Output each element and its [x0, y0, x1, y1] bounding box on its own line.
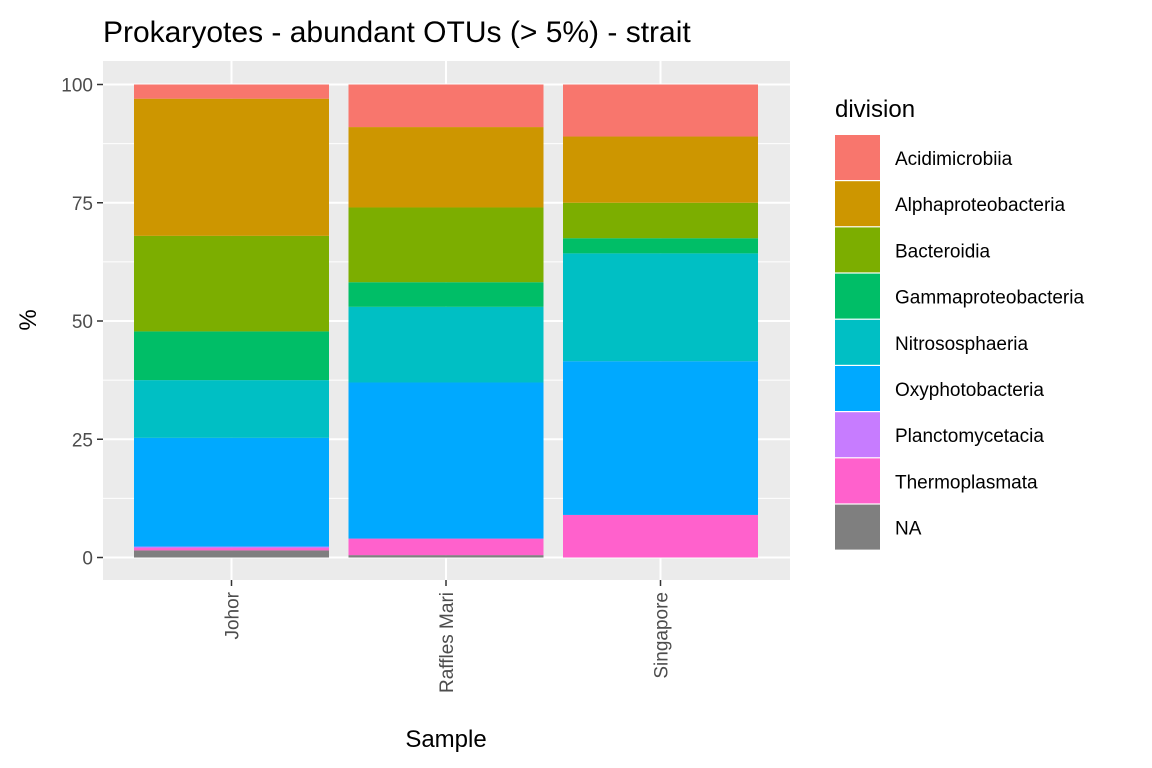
chart-title: Prokaryotes - abundant OTUs (> 5%) - str…: [103, 16, 691, 49]
y-axis-title: %: [15, 309, 42, 330]
legend-swatch: [835, 412, 880, 458]
y-axis: 0 25 50 75 100: [61, 76, 103, 570]
bar-segment: [348, 282, 544, 307]
x-tick-label: Johor: [223, 591, 244, 639]
legend-label: Planctomycetacia: [895, 426, 1044, 447]
bar-segment: [348, 555, 544, 558]
bar-segment: [563, 361, 758, 515]
legend-swatch: [835, 458, 880, 504]
bar-segment: [134, 546, 329, 549]
legend-swatch: [835, 227, 880, 273]
bar-segment: [134, 98, 329, 236]
legend-label: Acidimicrobiia: [895, 149, 1013, 170]
bar-segment: [348, 127, 544, 208]
x-tick-label: Singapore: [652, 592, 673, 679]
bar-segment: [563, 253, 758, 362]
bars: [134, 84, 758, 558]
bar-segment: [563, 238, 758, 254]
y-tick-label: 75: [72, 194, 93, 215]
legend-swatch: [835, 273, 880, 319]
legend-title: division: [835, 96, 915, 123]
legend-label: Gammaproteobacteria: [895, 288, 1084, 309]
bar-segment: [563, 202, 758, 239]
legend-label: Alphaproteobacteria: [895, 195, 1065, 216]
bar-segment: [563, 514, 758, 558]
legend: division Acidimicrobiia Alphaproteobacter…: [835, 96, 1084, 550]
legend-swatch: [835, 319, 880, 365]
bar-segment: [134, 548, 329, 551]
legend-label: Nitrososphaeria: [895, 334, 1028, 355]
legend-label: Oxyphotobacteria: [895, 380, 1044, 401]
x-axis-title: Sample: [405, 726, 486, 753]
legend-label: Bacteroidia: [895, 241, 990, 262]
y-tick-label: 0: [82, 549, 93, 570]
legend-swatch: [835, 135, 880, 180]
x-tick-label: Raffles Mari: [437, 592, 458, 693]
bar-segment: [134, 380, 329, 438]
bar-segment: [348, 306, 544, 383]
bar-segment: [134, 331, 329, 381]
bar-segment: [348, 538, 544, 556]
bar-segment: [563, 136, 758, 203]
legend-swatch: [835, 366, 880, 411]
bar-segment: [563, 84, 758, 137]
bar-segment: [348, 382, 544, 539]
bar-segment: [348, 207, 544, 283]
legend-label: Thermoplasmata: [895, 472, 1038, 493]
bar-segment: [134, 84, 329, 99]
x-axis: Johor Raffles Mari Singapore: [223, 580, 673, 693]
y-tick-label: 100: [61, 76, 93, 97]
bar-segment: [134, 235, 329, 332]
legend-label: NA: [895, 519, 922, 540]
y-tick-label: 25: [72, 430, 93, 451]
bar-segment: [134, 437, 329, 547]
legend-swatch: [835, 504, 880, 550]
bar-segment: [134, 550, 329, 558]
legend-swatch: [835, 181, 880, 227]
y-tick-label: 50: [72, 312, 93, 333]
bar-segment: [348, 84, 544, 128]
